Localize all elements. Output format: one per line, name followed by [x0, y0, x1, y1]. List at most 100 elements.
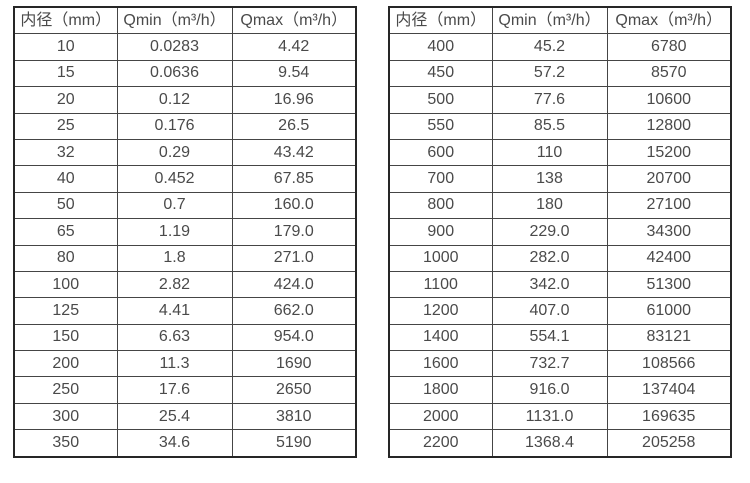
cell-diameter: 200 — [13, 350, 118, 378]
cell-diameter: 1000 — [388, 244, 493, 272]
cell-diameter: 25 — [13, 112, 118, 140]
cell-diameter: 700 — [388, 165, 493, 193]
table-row: 40 0.452 67.85 — [13, 165, 357, 193]
cell-qmax: 160.0 — [231, 191, 357, 220]
table-row: 2000 1131.0 169635 — [388, 402, 732, 431]
cell-qmin: 407.0 — [491, 297, 608, 325]
header-diameter: 内径（mm） — [388, 6, 493, 35]
cell-qmax: 43.42 — [231, 138, 357, 167]
table-row: 1400 554.1 83121 — [388, 323, 732, 352]
header-row: 内径（mm） Qmin（m³/h） Qmax（m³/h） — [13, 6, 357, 35]
header-diameter: 内径（mm） — [13, 6, 118, 35]
cell-qmax: 12800 — [606, 112, 732, 140]
cell-qmin: 138 — [491, 165, 608, 193]
cell-qmax: 137404 — [606, 376, 732, 404]
cell-qmax: 15200 — [606, 138, 732, 167]
table-body-right: 400 45.2 6780 450 57.2 8570 500 77.6 10600 550 85.… — [388, 33, 732, 458]
cell-qmin: 77.6 — [491, 86, 608, 114]
cell-diameter: 250 — [13, 376, 118, 404]
table-row: 900 229.0 34300 — [388, 218, 732, 246]
table-row: 550 85.5 12800 — [388, 112, 732, 140]
table-row: 65 1.19 179.0 — [13, 218, 357, 246]
cell-qmax: 10600 — [606, 86, 732, 114]
table-row: 80 1.8 271.0 — [13, 244, 357, 272]
table-row: 1000 282.0 42400 — [388, 244, 732, 272]
cell-qmax: 4.42 — [231, 33, 357, 61]
cell-diameter: 800 — [388, 191, 493, 220]
flow-table-dn400-2200: 内径（mm） Qmin（m³/h） Qmax（m³/h） 400 45.2 6780… — [388, 6, 732, 458]
table-row: 1200 407.0 61000 — [388, 297, 732, 325]
cell-qmin: 554.1 — [491, 323, 608, 352]
cell-diameter: 2200 — [388, 429, 493, 458]
table-row: 350 34.6 5190 — [13, 429, 357, 458]
header-qmax: Qmax（m³/h） — [606, 6, 732, 35]
table-row: 800 180 27100 — [388, 191, 732, 220]
cell-diameter: 500 — [388, 86, 493, 114]
table-row: 125 4.41 662.0 — [13, 297, 357, 325]
header-row: 内径（mm） Qmin（m³/h） Qmax（m³/h） — [388, 6, 732, 35]
cell-qmin: 1.8 — [116, 244, 233, 272]
cell-qmin: 0.176 — [116, 112, 233, 140]
cell-qmin: 1368.4 — [491, 429, 608, 458]
table-row: 32 0.29 43.42 — [13, 138, 357, 167]
header-qmax: Qmax（m³/h） — [231, 6, 357, 35]
cell-diameter: 600 — [388, 138, 493, 167]
cell-diameter: 450 — [388, 59, 493, 88]
cell-diameter: 400 — [388, 33, 493, 61]
cell-qmin: 0.12 — [116, 86, 233, 114]
cell-qmax: 662.0 — [231, 297, 357, 325]
table-row: 450 57.2 8570 — [388, 59, 732, 88]
cell-qmax: 42400 — [606, 244, 732, 272]
table-row: 25 0.176 26.5 — [13, 112, 357, 140]
table-row: 10 0.0283 4.42 — [13, 33, 357, 61]
cell-qmax: 67.85 — [231, 165, 357, 193]
table-row: 250 17.6 2650 — [13, 376, 357, 404]
cell-qmax: 83121 — [606, 323, 732, 352]
table-row: 400 45.2 6780 — [388, 33, 732, 61]
cell-diameter: 550 — [388, 112, 493, 140]
cell-qmin: 25.4 — [116, 402, 233, 431]
table-row: 1100 342.0 51300 — [388, 270, 732, 299]
cell-qmax: 20700 — [606, 165, 732, 193]
cell-diameter: 1400 — [388, 323, 493, 352]
cell-diameter: 1100 — [388, 270, 493, 299]
cell-qmax: 5190 — [231, 429, 357, 458]
table-row: 300 25.4 3810 — [13, 402, 357, 431]
cell-qmax: 9.54 — [231, 59, 357, 88]
cell-qmin: 342.0 — [491, 270, 608, 299]
cell-diameter: 2000 — [388, 402, 493, 431]
cell-qmin: 1.19 — [116, 218, 233, 246]
cell-diameter: 20 — [13, 86, 118, 114]
flow-tables-page: 内径（mm） Qmin（m³/h） Qmax（m³/h） 10 0.0283 4.4… — [13, 6, 732, 458]
cell-diameter: 15 — [13, 59, 118, 88]
table-row: 1600 732.7 108566 — [388, 350, 732, 378]
cell-diameter: 1800 — [388, 376, 493, 404]
cell-qmin: 45.2 — [491, 33, 608, 61]
cell-qmin: 229.0 — [491, 218, 608, 246]
cell-qmax: 8570 — [606, 59, 732, 88]
cell-qmin: 6.63 — [116, 323, 233, 352]
cell-qmin: 0.0636 — [116, 59, 233, 88]
cell-diameter: 300 — [13, 402, 118, 431]
table-row: 700 138 20700 — [388, 165, 732, 193]
table-row: 2200 1368.4 205258 — [388, 429, 732, 458]
cell-qmin: 4.41 — [116, 297, 233, 325]
cell-diameter: 50 — [13, 191, 118, 220]
cell-diameter: 125 — [13, 297, 118, 325]
cell-qmin: 85.5 — [491, 112, 608, 140]
cell-diameter: 150 — [13, 323, 118, 352]
table-row: 200 11.3 1690 — [13, 350, 357, 378]
flow-table-dn10-350: 内径（mm） Qmin（m³/h） Qmax（m³/h） 10 0.0283 4.4… — [13, 6, 357, 458]
table-row: 150 6.63 954.0 — [13, 323, 357, 352]
cell-qmax: 108566 — [606, 350, 732, 378]
cell-diameter: 40 — [13, 165, 118, 193]
cell-diameter: 1200 — [388, 297, 493, 325]
table-row: 1800 916.0 137404 — [388, 376, 732, 404]
cell-qmax: 1690 — [231, 350, 357, 378]
table-row: 15 0.0636 9.54 — [13, 59, 357, 88]
cell-qmin: 732.7 — [491, 350, 608, 378]
cell-qmin: 17.6 — [116, 376, 233, 404]
cell-qmin: 57.2 — [491, 59, 608, 88]
cell-qmax: 179.0 — [231, 218, 357, 246]
table-row: 20 0.12 16.96 — [13, 86, 357, 114]
